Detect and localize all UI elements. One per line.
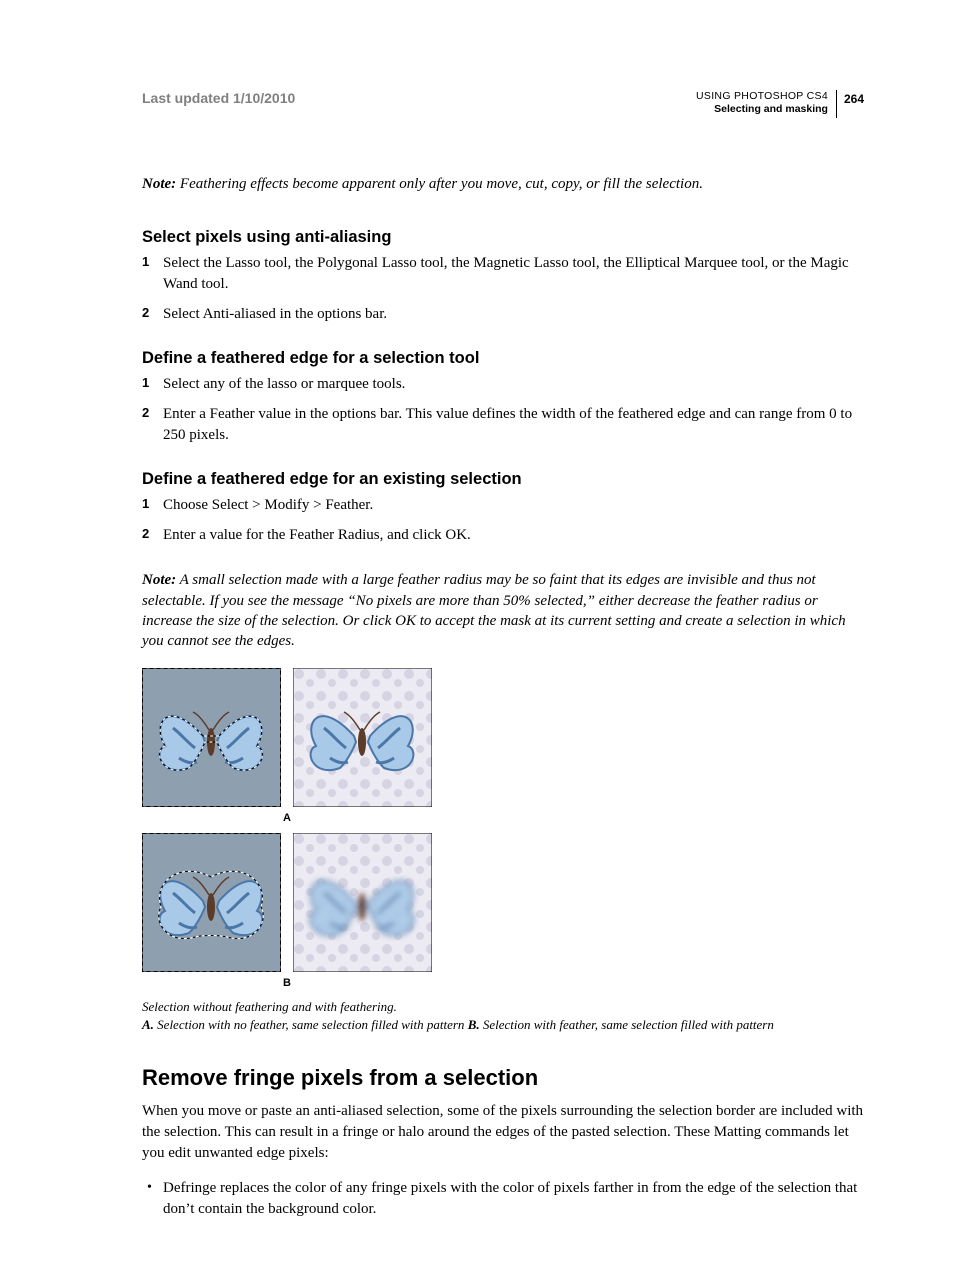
page-number: 264 bbox=[844, 92, 864, 106]
figure-feathering: A bbox=[142, 668, 864, 1033]
figure-panel-b-left bbox=[142, 833, 281, 972]
list-item: Select any of the lasso or marquee tools… bbox=[142, 374, 864, 395]
caption-a-text: Selection with no feather, same selectio… bbox=[154, 1017, 468, 1032]
figure-panel-b-right bbox=[293, 833, 432, 972]
list-item: Select Anti-aliased in the options bar. bbox=[142, 304, 864, 325]
page-header: Last updated 1/10/2010 USING PHOTOSHOP C… bbox=[142, 90, 864, 118]
list-item: Select the Lasso tool, the Polygonal Las… bbox=[142, 253, 864, 295]
note-label: Note: bbox=[142, 572, 176, 588]
list-item: Defringe replaces the color of any fring… bbox=[142, 1178, 864, 1220]
document-title: USING PHOTOSHOP CS4 bbox=[696, 90, 828, 103]
heading-antialiasing: Select pixels using anti-aliasing bbox=[142, 228, 864, 247]
heading-feather-existing: Define a feathered edge for an existing … bbox=[142, 470, 864, 489]
note-text: A small selection made with a large feat… bbox=[142, 572, 846, 649]
figure-label-b: B bbox=[142, 977, 432, 989]
caption-b-text: Selection with feather, same selection f… bbox=[480, 1017, 774, 1032]
caption-b-label: B. bbox=[468, 1017, 480, 1032]
caption-a-label: A. bbox=[142, 1017, 154, 1032]
list-item: Enter a value for the Feather Radius, an… bbox=[142, 525, 864, 546]
steps-feather-existing: Choose Select > Modify > Feather. Enter … bbox=[142, 495, 864, 546]
chapter-title: Selecting and masking bbox=[696, 103, 828, 116]
note-text: Feathering effects become apparent only … bbox=[176, 176, 703, 192]
figure-panel-a-left bbox=[142, 668, 281, 807]
note-small-selection: Note: A small selection made with a larg… bbox=[142, 570, 864, 651]
note-feathering: Note: Feathering effects become apparent… bbox=[142, 174, 864, 194]
steps-antialiasing: Select the Lasso tool, the Polygonal Las… bbox=[142, 253, 864, 325]
figure-label-a: A bbox=[142, 812, 432, 824]
last-updated: Last updated 1/10/2010 bbox=[142, 90, 295, 106]
header-right: USING PHOTOSHOP CS4 Selecting and maskin… bbox=[696, 90, 864, 118]
list-item: Choose Select > Modify > Feather. bbox=[142, 495, 864, 516]
figure-caption: Selection without feathering and with fe… bbox=[142, 998, 864, 1033]
caption-line1: Selection without feathering and with fe… bbox=[142, 999, 397, 1014]
steps-feather-tool: Select any of the lasso or marquee tools… bbox=[142, 374, 864, 446]
figure-panel-a-right bbox=[293, 668, 432, 807]
list-item: Enter a Feather value in the options bar… bbox=[142, 404, 864, 446]
heading-feather-tool: Define a feathered edge for a selection … bbox=[142, 349, 864, 368]
intro-remove-fringe: When you move or paste an anti-aliased s… bbox=[142, 1101, 864, 1164]
heading-remove-fringe: Remove fringe pixels from a selection bbox=[142, 1065, 864, 1091]
note-label: Note: bbox=[142, 176, 176, 192]
bullets-remove-fringe: Defringe replaces the color of any fring… bbox=[142, 1178, 864, 1220]
